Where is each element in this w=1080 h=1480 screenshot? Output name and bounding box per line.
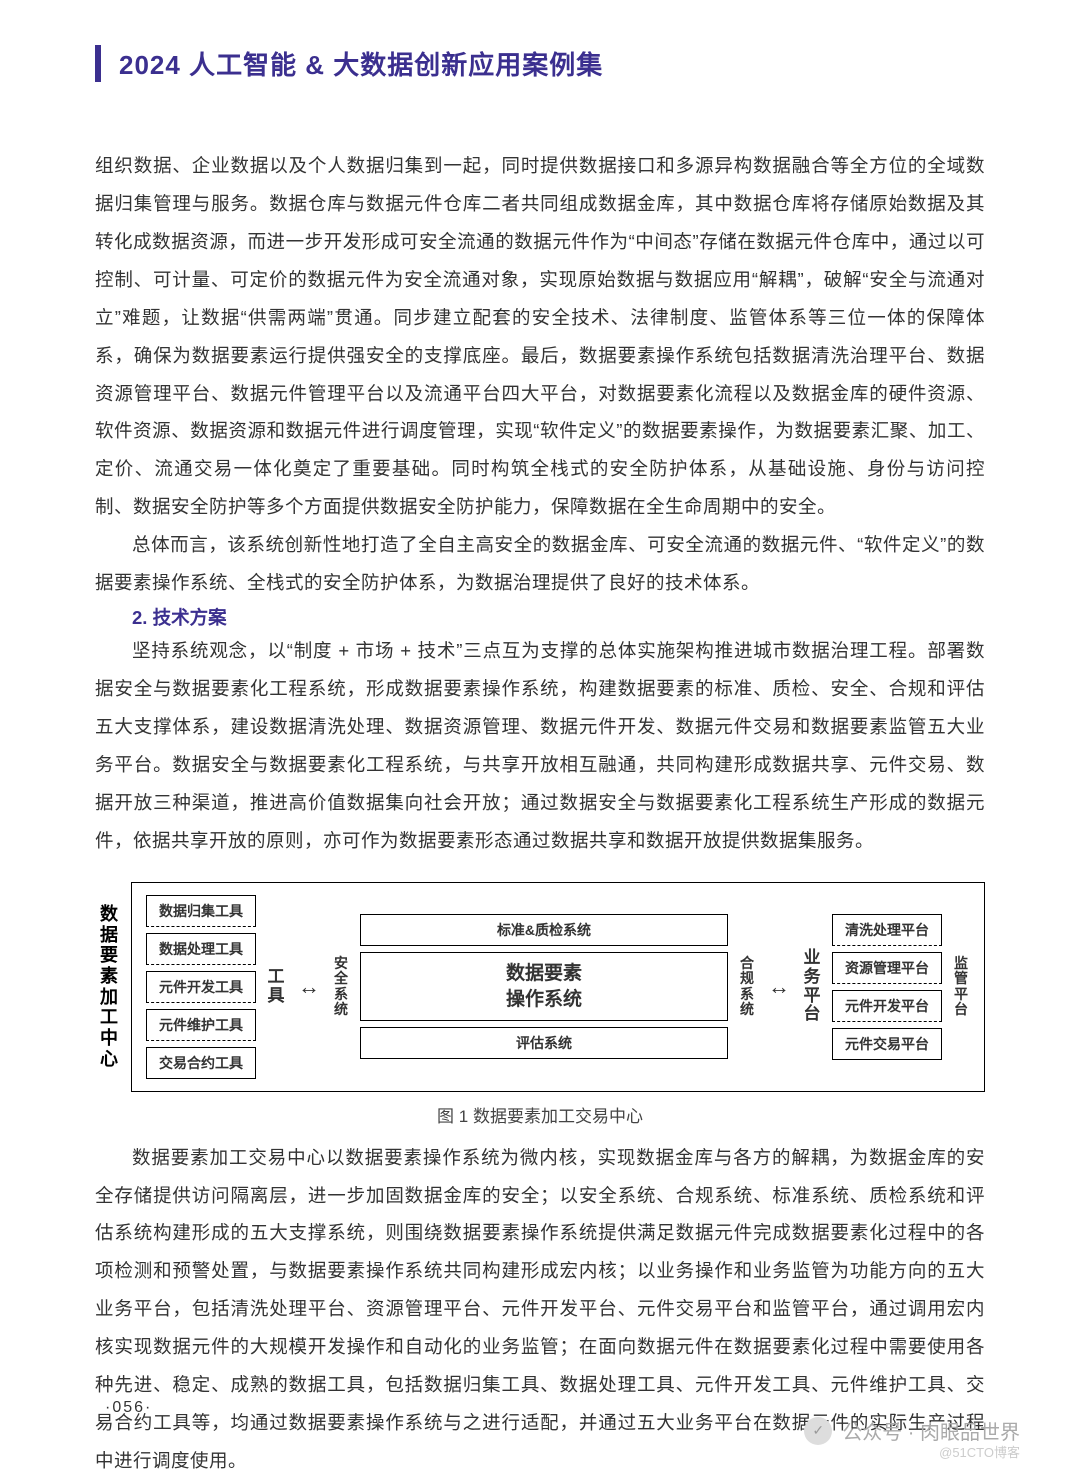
biz-box: 元件开发平台 xyxy=(832,990,942,1022)
arrow-icon: ↔ xyxy=(766,974,792,1000)
header-title: 2024 人工智能 & 大数据创新应用案例集 xyxy=(119,45,985,82)
figure-caption: 图 1 数据要素加工交易中心 xyxy=(95,1102,985,1127)
watermark-text: 公众号 · 肉眼品世界 xyxy=(842,1416,1020,1445)
paragraph-2: 总体而言，该系统创新性地打造了全自主高安全的数据金库、可安全流通的数据元件、“软… xyxy=(95,526,985,602)
outer-label-char: 心 xyxy=(100,1049,118,1070)
outer-label-char: 中 xyxy=(100,1028,118,1049)
tool-box: 数据处理工具 xyxy=(146,933,256,965)
tool-box: 数据归集工具 xyxy=(146,895,256,927)
page-number: ·056· xyxy=(105,1399,152,1417)
paragraph-1: 组织数据、企业数据以及个人数据归集到一起，同时提供数据接口和多源异构数据融合等全… xyxy=(95,147,985,526)
outer-label-char: 工 xyxy=(100,1007,118,1028)
arrow-icon: ↔ xyxy=(296,974,322,1000)
core-line1: 数据要素 xyxy=(361,961,727,987)
security-system-label: 安全系统 xyxy=(332,956,350,1018)
watermark: ✓ 公众号 · 肉眼品世界 xyxy=(804,1416,1020,1445)
outer-label-char: 数 xyxy=(100,904,118,925)
tool-box: 元件开发工具 xyxy=(146,971,256,1003)
compliance-system-label: 合规系统 xyxy=(738,956,756,1018)
diagram-container: 数据归集工具 数据处理工具 元件开发工具 元件维护工具 交易合约工具 工具 ↔ … xyxy=(131,882,985,1092)
biz-box: 清洗处理平台 xyxy=(832,914,942,946)
page-header: 2024 人工智能 & 大数据创新应用案例集 xyxy=(95,45,985,82)
tools-column: 数据归集工具 数据处理工具 元件开发工具 元件维护工具 交易合约工具 xyxy=(146,895,256,1079)
tool-box: 元件维护工具 xyxy=(146,1009,256,1041)
tools-label: 工具 xyxy=(266,968,286,1005)
diagram-outer-label: 数 据 要 素 加 工 中 心 xyxy=(95,882,123,1092)
supervision-platform-label: 监管平台 xyxy=(952,956,970,1018)
core-column: 标准&质检系统 数据要素 操作系统 评估系统 xyxy=(360,914,728,1059)
watermark-sub: @51CTO博客 xyxy=(939,1442,1020,1461)
top-system-box: 标准&质检系统 xyxy=(360,914,728,946)
core-line2: 操作系统 xyxy=(361,987,727,1013)
tool-box: 交易合约工具 xyxy=(146,1047,256,1079)
section-heading-2: 2. 技术方案 xyxy=(95,604,985,630)
core-system-box: 数据要素 操作系统 xyxy=(360,952,728,1021)
biz-box: 元件交易平台 xyxy=(832,1028,942,1060)
outer-label-char: 素 xyxy=(100,966,118,987)
bottom-system-box: 评估系统 xyxy=(360,1027,728,1059)
outer-label-char: 加 xyxy=(100,987,118,1008)
outer-label-char: 要 xyxy=(100,945,118,966)
business-column: 清洗处理平台 资源管理平台 元件开发平台 元件交易平台 xyxy=(832,914,942,1060)
figure-1: 数 据 要 素 加 工 中 心 数据归集工具 数据处理工具 元件开发工具 元件维… xyxy=(95,882,985,1127)
business-platform-label: 业务平台 xyxy=(802,949,822,1024)
outer-label-char: 据 xyxy=(100,925,118,946)
biz-box: 资源管理平台 xyxy=(832,952,942,984)
wechat-icon: ✓ xyxy=(804,1417,832,1445)
paragraph-3: 坚持系统观念，以“制度 + 市场 + 技术”三点互为支撑的总体实施架构推进城市数… xyxy=(95,632,985,860)
